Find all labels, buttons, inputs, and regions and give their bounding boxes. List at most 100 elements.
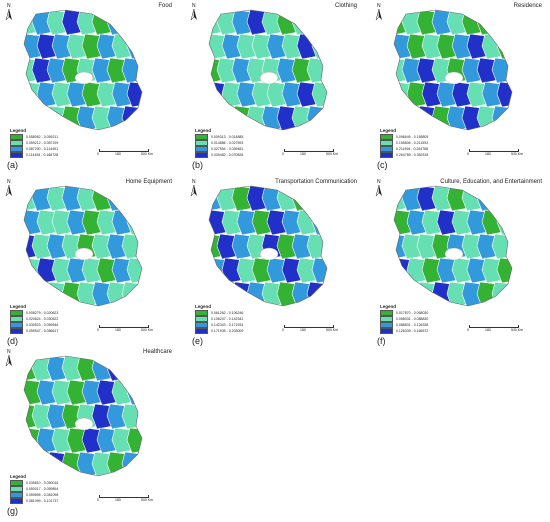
map-district xyxy=(111,257,134,284)
legend: Legend 0.008279 - 0.020623 0.020624 - 0.03… xyxy=(10,304,94,334)
map-district xyxy=(216,233,239,260)
legend-range: 0.058031 - 0.088830 xyxy=(396,317,429,321)
legend-item: 0.106247 - 0.142342 xyxy=(195,316,279,322)
legend-item: 0.171935 - 0.203009 xyxy=(195,328,279,334)
map-district xyxy=(466,209,489,236)
map-district xyxy=(46,10,69,36)
map-district xyxy=(406,257,429,284)
panel-title: Healthcare xyxy=(142,349,172,355)
legend-swatch xyxy=(10,480,23,486)
legend-item: 0.030523 - 0.059546 xyxy=(10,322,94,328)
panel-title: Transportation Communication xyxy=(275,179,357,185)
legend-item: 0.081099 - 0.101737 xyxy=(10,498,94,504)
scale-bar: 0 180 500 Km xyxy=(280,148,340,158)
map-district xyxy=(81,209,104,236)
legend-range: 0.017870 - 0.058030 xyxy=(396,311,429,315)
legend-item: 0.027594 - 0.039481 xyxy=(195,146,279,152)
map-district xyxy=(421,33,444,60)
scale-tick: 0 xyxy=(97,328,99,332)
legend-range: 0.020624 - 0.030522 xyxy=(26,317,59,321)
map-district xyxy=(216,57,239,84)
map-district xyxy=(51,209,74,236)
scale-line xyxy=(284,149,334,152)
map-district xyxy=(276,233,299,260)
map-district xyxy=(81,379,104,406)
panel-title: Home Equipment xyxy=(125,179,172,185)
map-district xyxy=(96,209,119,236)
map-district xyxy=(36,33,59,60)
map-district xyxy=(236,33,259,60)
map-district xyxy=(451,33,474,60)
map-district xyxy=(306,281,327,306)
legend-item: 0.008279 - 0.020623 xyxy=(10,310,94,316)
legend-range: 0.058062 - 0.059211 xyxy=(26,135,59,139)
map-district xyxy=(24,403,39,430)
map-district xyxy=(416,10,439,36)
scale-line xyxy=(99,495,149,498)
north-arrow-icon: N xyxy=(4,3,16,25)
map-district xyxy=(111,427,134,454)
scale-line xyxy=(469,149,519,152)
legend-swatch xyxy=(10,316,23,322)
map-district xyxy=(81,81,104,108)
north-label: N xyxy=(377,179,381,185)
lake-shape xyxy=(74,71,94,85)
legend-item: 0.050017 - 0.059894 xyxy=(10,486,94,492)
map-district xyxy=(306,10,327,36)
map-district xyxy=(296,81,319,108)
legend-swatch xyxy=(380,328,393,334)
choropleth-map xyxy=(23,185,143,307)
map-district xyxy=(231,10,254,36)
legend-swatch xyxy=(195,310,208,316)
legend-title: Legend xyxy=(10,304,27,309)
panel-title: Food xyxy=(158,3,172,9)
legend-swatch xyxy=(10,486,23,492)
scale-bar: 0 180 500 Km xyxy=(95,494,155,504)
map-district xyxy=(281,257,304,284)
legend-item: 0.059895 - 0.081098 xyxy=(10,492,94,498)
map-district xyxy=(491,105,512,130)
map-district xyxy=(266,209,289,236)
legend-swatch xyxy=(10,328,23,334)
scale-tick: 500 Km xyxy=(141,498,154,502)
map-district xyxy=(46,57,69,84)
north-label: N xyxy=(192,179,196,185)
legend-title: Legend xyxy=(10,474,27,479)
legend-swatch xyxy=(10,492,23,498)
map-district xyxy=(291,57,314,84)
map-district xyxy=(406,209,429,236)
map-district xyxy=(106,233,129,260)
map-district xyxy=(466,257,489,284)
choropleth-map xyxy=(393,9,513,131)
legend-swatch xyxy=(195,146,208,152)
legend-item: 0.088831 - 0.126338 xyxy=(380,322,464,328)
map-district xyxy=(236,81,259,108)
legend-range: 0.087200 - 0.114451 xyxy=(26,147,59,151)
map-district xyxy=(221,257,244,284)
map-district xyxy=(91,233,114,260)
map-district xyxy=(406,81,429,108)
map-district xyxy=(394,57,409,84)
map-district xyxy=(491,10,512,36)
map-district xyxy=(51,427,74,454)
panel-title: Residence xyxy=(513,3,542,9)
choropleth-map xyxy=(23,9,143,131)
scale-tick: 0 xyxy=(282,328,284,332)
map-district xyxy=(106,403,129,430)
map-district xyxy=(106,57,129,84)
legend-item: 0.096649 - 0.155805 xyxy=(380,134,464,140)
panel-title: Culture, Education, and Entertainment xyxy=(440,179,542,185)
map-district xyxy=(461,233,484,260)
legend-swatch xyxy=(10,498,23,504)
scale-tick: 180 xyxy=(485,152,491,156)
legend-item: 0.059547 - 0.086617 xyxy=(10,328,94,334)
scale-tick: 180 xyxy=(115,498,121,502)
map-panel-d: Home Equipment N Legend 0.008279 - 0.020623… xyxy=(0,176,180,348)
legend: Legend 0.058062 - 0.059211 0.059212 - 0.08… xyxy=(10,128,94,158)
legend-range: 0.114454 - 0.168728 xyxy=(26,153,59,157)
panel-letter: (d) xyxy=(7,336,18,346)
map-district xyxy=(66,209,89,236)
map-district xyxy=(36,379,59,406)
lake-shape xyxy=(74,247,94,261)
map-district xyxy=(436,33,459,60)
